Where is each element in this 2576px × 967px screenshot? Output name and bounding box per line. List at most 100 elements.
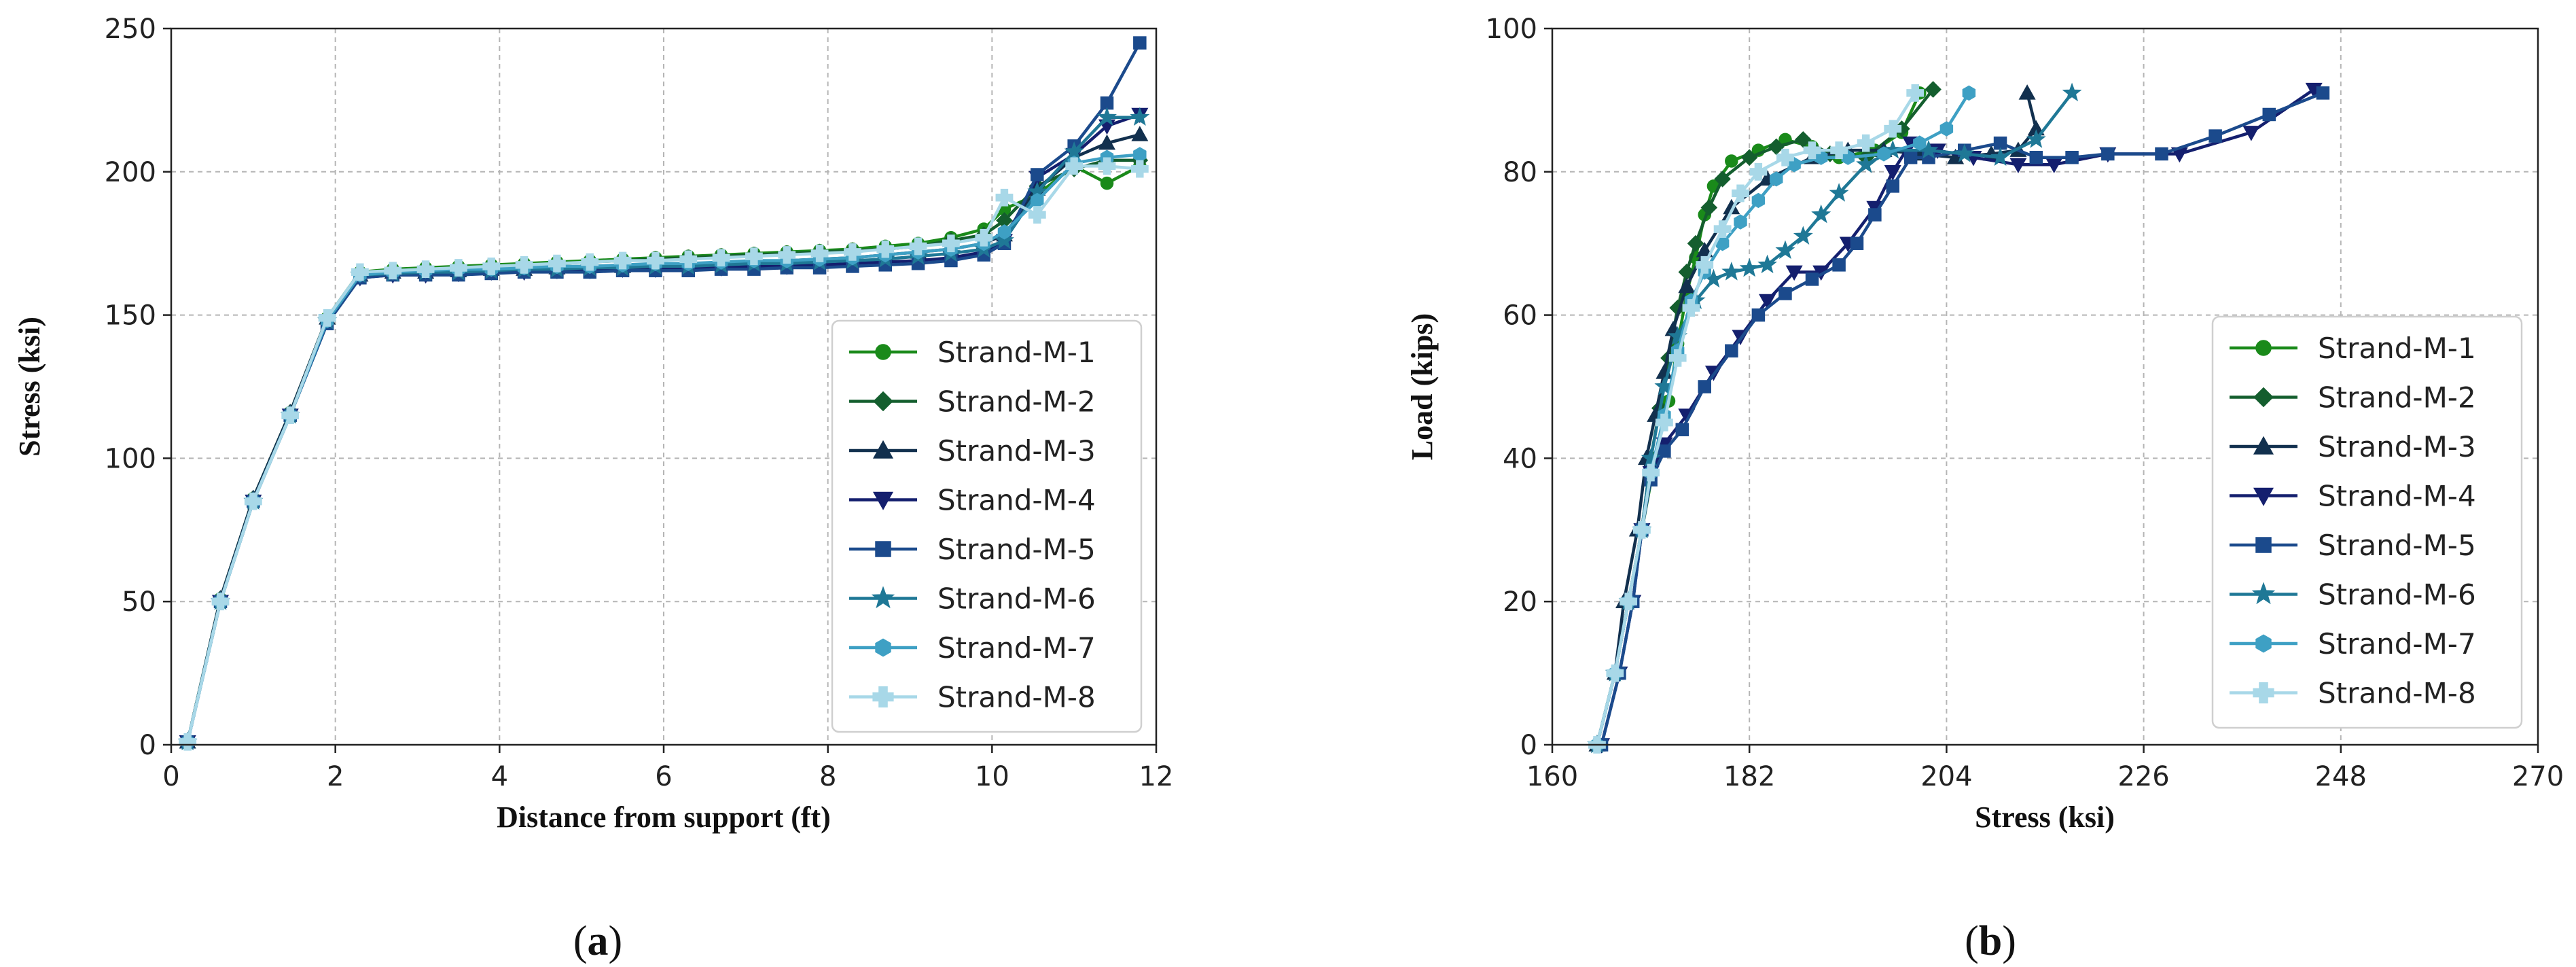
data-point	[1906, 84, 1925, 102]
legend-label: Strand-M-3	[937, 434, 1096, 468]
data-point	[995, 188, 1014, 207]
data-point	[1939, 121, 1954, 137]
data-point	[1100, 176, 1114, 190]
series-strand-m-8	[179, 157, 1149, 751]
x-tick-label: 8	[819, 761, 836, 792]
data-point	[876, 240, 895, 258]
legend-marker	[2255, 537, 2272, 553]
data-point	[581, 253, 599, 271]
panel-b-chart: 160 182 204 226 248 270 0 20 40 60 80 100 Stress (ks…	[1406, 14, 2564, 964]
legend-item: Strand-M-1	[2230, 332, 2476, 365]
data-point	[1925, 81, 1942, 98]
data-point	[1064, 141, 1084, 160]
data-point	[1749, 162, 1768, 181]
data-point	[1655, 413, 1673, 432]
data-point	[1757, 254, 1778, 274]
data-point	[179, 733, 197, 751]
legend-label: Strand-M-6	[2318, 578, 2476, 612]
legend-label: Strand-M-7	[937, 631, 1096, 665]
legend-item: Strand-M-3	[2230, 430, 2476, 463]
legend-item: Strand-M-6	[849, 582, 1096, 616]
data-point	[2026, 129, 2046, 148]
y-tick-label: 100	[1486, 14, 1537, 45]
y-tick-label: 0	[1520, 730, 1537, 761]
legend-marker	[2251, 582, 2276, 605]
legend-item: Strand-M-5	[2230, 529, 2476, 562]
data-point	[1130, 160, 1149, 178]
data-point	[1805, 272, 1819, 286]
data-point	[384, 262, 402, 280]
data-point	[1133, 36, 1147, 50]
legend-item: Strand-M-4	[2230, 480, 2476, 513]
panel-label-open-paren: (	[1965, 918, 1979, 964]
data-point	[1868, 208, 1882, 222]
data-point	[1830, 141, 1848, 160]
data-point	[1751, 308, 1766, 322]
data-point	[450, 259, 467, 277]
data-point	[1832, 258, 1846, 272]
legend-label: Strand-M-2	[2318, 381, 2476, 415]
data-point	[1795, 131, 1812, 148]
y-axis-title: Stress (ksi)	[13, 317, 46, 457]
legend-marker	[2253, 682, 2274, 704]
data-point	[844, 243, 861, 261]
y-tick-label: 100	[105, 443, 156, 474]
series-line	[1595, 92, 1917, 745]
data-point	[1913, 135, 1927, 151]
data-point	[1739, 258, 1759, 277]
x-tick-label: 248	[2315, 761, 2367, 792]
legend-label: Strand-M-3	[2318, 430, 2476, 463]
data-point	[2262, 107, 2276, 122]
x-tick-label: 6	[655, 761, 672, 792]
legend-item: Strand-M-2	[2230, 381, 2476, 415]
legend-marker	[871, 586, 895, 609]
data-point	[244, 492, 262, 510]
data-point	[1990, 147, 2011, 166]
data-point	[1098, 157, 1116, 175]
legend-label: Strand-M-7	[2318, 627, 2476, 661]
data-point	[1725, 154, 1738, 168]
data-point	[778, 246, 796, 264]
data-point	[1740, 149, 1758, 166]
legend-item: Strand-M-3	[849, 434, 1096, 468]
data-point	[2065, 150, 2079, 164]
plot-frame	[1551, 27, 2539, 746]
legend-marker	[2253, 436, 2274, 455]
legend: Strand-M-1 Strand-M-2 Strand-M-3 Strand-M-4…	[831, 319, 1143, 733]
data-point	[211, 593, 230, 611]
data-point	[1642, 463, 1660, 482]
legend: Strand-M-1 Strand-M-2 Strand-M-3 Strand-M-4…	[2211, 315, 2523, 729]
data-point	[1620, 593, 1638, 611]
data-point	[1675, 423, 1689, 436]
data-point	[1785, 265, 1803, 281]
data-point	[2155, 147, 2168, 161]
data-point	[1696, 256, 1714, 274]
data-point	[482, 258, 501, 275]
y-tick-label: 250	[105, 14, 156, 45]
data-point	[1903, 150, 1918, 164]
x-tick-label: 4	[491, 761, 508, 792]
data-point	[997, 224, 1012, 240]
legend-item: Strand-M-8	[849, 681, 1096, 714]
data-point	[1877, 146, 1891, 162]
data-point	[1776, 148, 1794, 166]
data-point	[1829, 183, 1849, 202]
y-tick-label: 200	[105, 157, 156, 188]
data-point	[2029, 150, 2043, 164]
legend-label: Strand-M-6	[937, 582, 1096, 616]
data-point	[1641, 448, 1661, 467]
data-point	[1725, 344, 1738, 358]
data-point	[1682, 299, 1700, 317]
data-point	[2062, 82, 2082, 102]
data-point	[2018, 84, 2036, 100]
series-line	[1595, 88, 1935, 745]
legend-item: Strand-M-7	[2230, 627, 2476, 661]
data-point	[2242, 126, 2260, 141]
legend-label: Strand-M-5	[937, 533, 1096, 566]
data-point	[810, 245, 829, 262]
data-point	[1698, 380, 1711, 393]
data-point	[1031, 168, 1044, 181]
data-point	[351, 263, 369, 281]
data-point	[1759, 294, 1776, 310]
